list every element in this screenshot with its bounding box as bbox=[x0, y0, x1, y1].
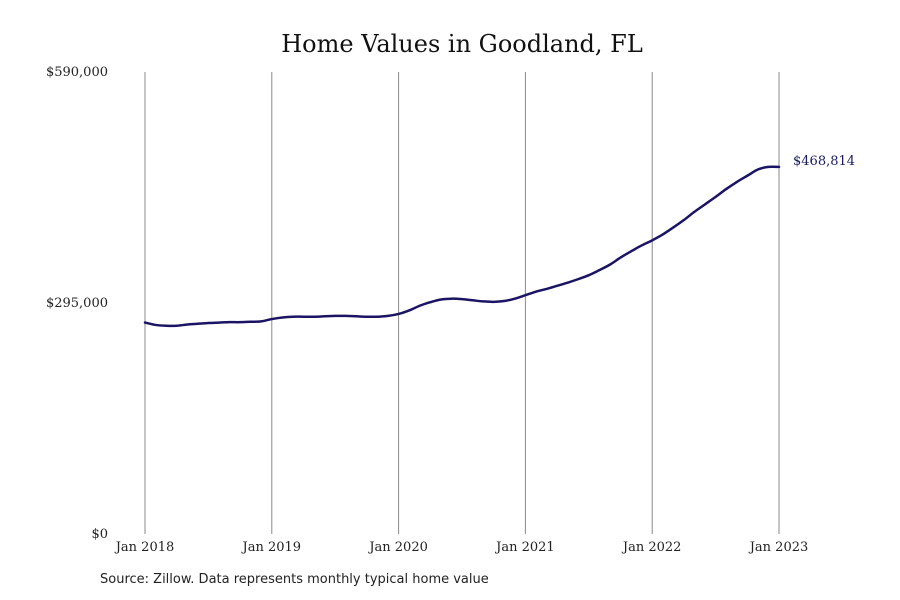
last-value-label: $468,814 bbox=[793, 154, 855, 169]
y-axis-ticks: $0 $295,000 $590,000 bbox=[46, 65, 108, 542]
series-line bbox=[143, 165, 781, 328]
y-tick-label: $0 bbox=[91, 527, 108, 542]
x-tick-label: Jan 2021 bbox=[494, 540, 555, 555]
x-axis-ticks: Jan 2018 Jan 2019 Jan 2020 Jan 2021 Jan 2022… bbox=[114, 540, 809, 555]
x-tick-label: Jan 2022 bbox=[621, 540, 682, 555]
x-tick-label: Jan 2023 bbox=[748, 540, 809, 555]
x-tick-label: Jan 2019 bbox=[241, 540, 302, 555]
x-tick-label: Jan 2020 bbox=[367, 540, 428, 555]
grid-layer bbox=[144, 72, 780, 534]
y-tick-label: $295,000 bbox=[46, 296, 108, 311]
y-tick-label: $590,000 bbox=[46, 65, 108, 80]
x-tick-label: Jan 2018 bbox=[114, 540, 175, 555]
chart-title: Home Values in Goodland, FL bbox=[281, 30, 643, 58]
series-layer bbox=[143, 165, 781, 328]
source-note: Source: Zillow. Data represents monthly … bbox=[100, 572, 489, 587]
